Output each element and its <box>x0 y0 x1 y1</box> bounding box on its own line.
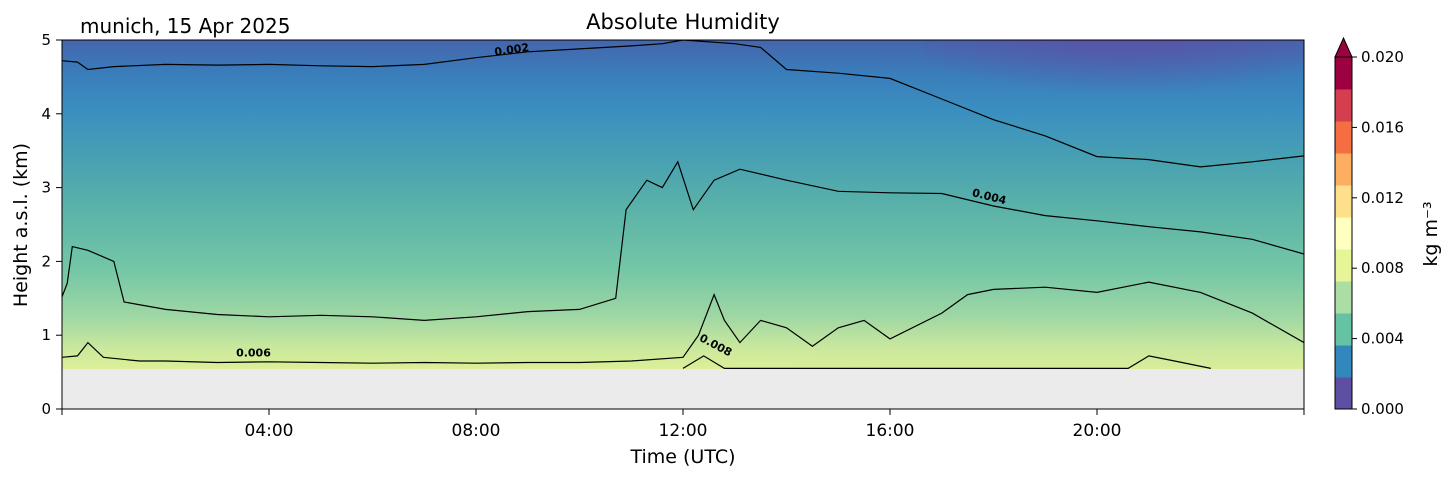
colorbar-tick-label: 0.000 <box>1361 400 1404 418</box>
y-tick-label: 4 <box>41 105 51 123</box>
y-tick-label: 0 <box>41 400 51 418</box>
colorbar-extend-arrow <box>1334 36 1353 58</box>
contour-line <box>62 160 1304 322</box>
colorbar-label: kg m⁻³ <box>1420 201 1442 266</box>
colorbar-segment <box>1335 281 1352 314</box>
chart-subtitle: munich, 15 Apr 2025 <box>80 14 290 38</box>
x-tick-label: 12:00 <box>659 421 708 441</box>
x-tick-label: 04:00 <box>245 421 294 441</box>
y-tick-label: 1 <box>41 326 51 344</box>
colorbar-segment <box>1335 313 1352 346</box>
colorbar-segment <box>1335 153 1352 186</box>
y-tick-label: 5 <box>41 31 51 49</box>
y-axis: 0 1 2 3 4 5 <box>41 31 62 418</box>
x-axis: 04:00 08:00 12:00 16:00 20:00 <box>61 409 1305 441</box>
dry-region <box>922 40 1304 107</box>
x-tick-label: 08:00 <box>452 421 501 441</box>
colorbar-frame <box>1334 56 1353 410</box>
colorbar-segment <box>1335 57 1352 90</box>
contour-line <box>62 281 1304 364</box>
colorbar-segment <box>1335 249 1352 282</box>
x-tick-label: 20:00 <box>1073 421 1122 441</box>
colorbar-tick-label: 0.004 <box>1361 330 1404 348</box>
contour-label: 0.002 <box>494 41 530 59</box>
contour-line <box>62 40 1304 168</box>
x-tick-label: 16:00 <box>866 421 915 441</box>
colorbar-tick-label: 0.012 <box>1361 189 1404 207</box>
colorbar-segment <box>1335 121 1352 154</box>
contour-line <box>682 355 1211 369</box>
x-axis-label: Time (UTC) <box>629 446 735 468</box>
chart-title: Absolute Humidity <box>586 10 780 34</box>
colorbar-segment <box>1335 185 1352 218</box>
colorbar-tick-label: 0.016 <box>1361 118 1404 136</box>
y-axis-label: Height a.s.l. (km) <box>10 143 32 307</box>
colorbar-segment <box>1335 89 1352 122</box>
contour-label: 0.006 <box>236 347 271 360</box>
colorbar-tick-label: 0.008 <box>1361 259 1404 277</box>
colorbar-tick-label: 0.020 <box>1361 48 1404 66</box>
colorbar: 0.000 0.004 0.008 0.012 0.016 0.020 <box>1334 36 1404 418</box>
colorbar-segment <box>1335 345 1352 378</box>
moist-region <box>715 284 1304 409</box>
y-tick-label: 3 <box>41 179 51 197</box>
y-tick-label: 2 <box>41 252 51 270</box>
colorbar-segment <box>1335 217 1352 250</box>
colorbar-segment <box>1335 377 1352 410</box>
no-data-region <box>62 369 1304 409</box>
